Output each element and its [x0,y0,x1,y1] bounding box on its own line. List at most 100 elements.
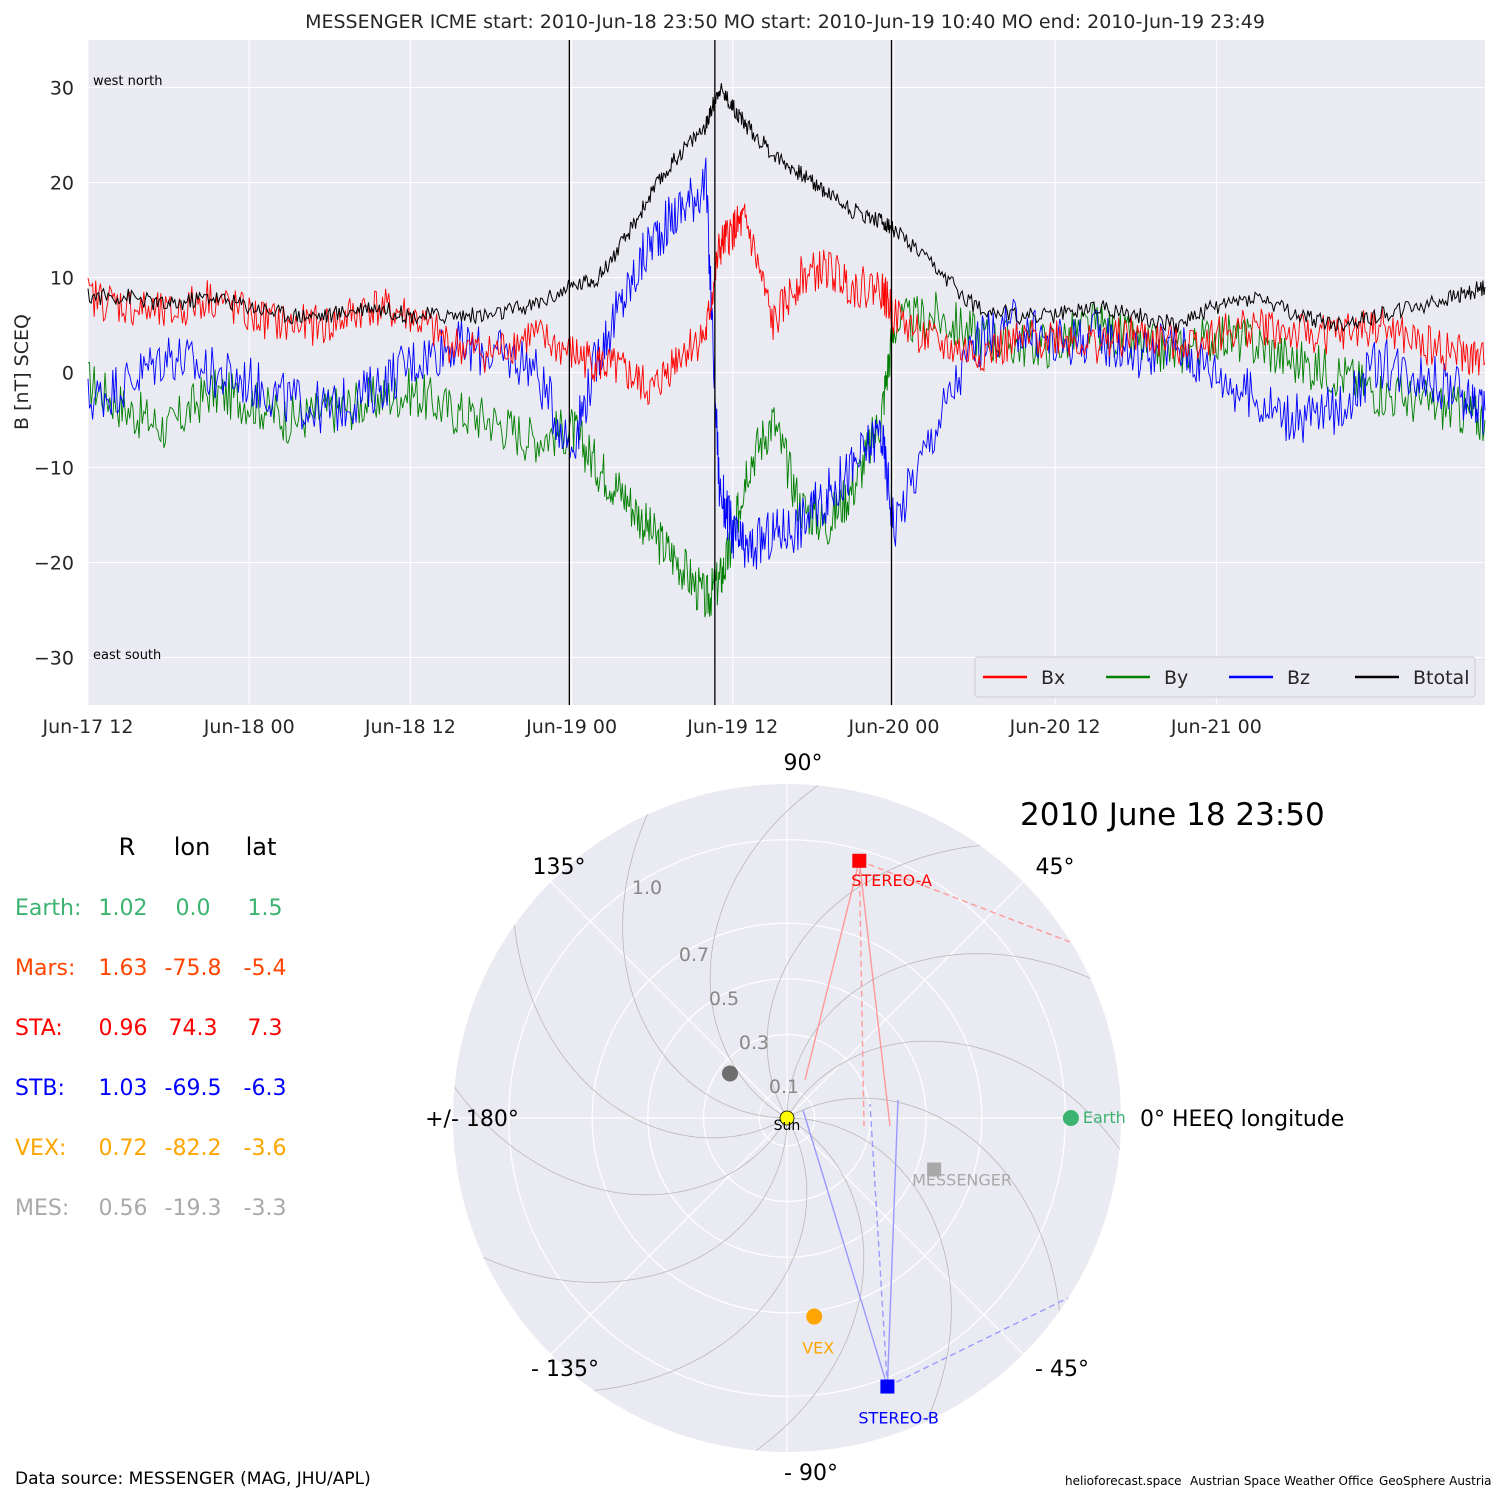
legend-frame [974,656,1476,698]
stereo-a-label: STEREO-A [851,871,932,890]
parker-spiral-line [464,1117,788,1283]
table-row: MES: 0.56 -19.3 -3.3 [15,1196,286,1221]
row-lat-value: -5.4 [244,956,287,981]
messenger-marker [927,1162,942,1177]
y-tick-label: 20 [50,173,74,195]
row-lat-value: 1.5 [248,896,283,921]
series-line-bz [87,157,1486,570]
grid [87,40,1485,705]
table-header-lon: lon [174,833,211,861]
table-row: STB: 1.03 -69.5 -6.3 [15,1076,286,1101]
spacecraft-lines [802,860,1071,1388]
y-tick-label: 0 [62,363,74,385]
parker-spiral-line [786,1097,1062,1333]
credit-ausswo: Austrian Space Weather Office [1190,1474,1374,1488]
row-lon-value: -69.5 [165,1076,222,1101]
series-line-by [87,291,1486,618]
row-r-value: 1.63 [99,956,148,981]
angle-label: - 45° [1035,1357,1089,1382]
spacecraft-sightline [887,1297,1069,1388]
row-r-value: 1.03 [99,1076,148,1101]
table-header-r: R [119,833,136,861]
angular-gridline [786,881,1024,1119]
row-lon-value: 74.3 [169,1016,218,1041]
row-label: STA: [15,1016,63,1041]
radial-label: 0.5 [709,988,739,1010]
row-label: VEX: [15,1136,66,1161]
stereo-b-label: STEREO-B [858,1409,938,1428]
parker-spiral-line [622,795,788,1119]
messenger-label: MESSENGER [912,1171,1012,1190]
chart-title: MESSENGER ICME start: 2010-Jun-18 23:50 … [305,11,1265,33]
row-label: Mars: [15,956,75,981]
spacecraft-sightline [804,860,860,1081]
table-row: Earth: 1.02 0.0 1.5 [15,896,283,921]
spacecraft-sightline [886,1099,899,1387]
row-lon-value: -82.2 [165,1136,222,1161]
y-tick-label: −10 [34,458,74,480]
x-axis-ticks: Jun-17 12 Jun-18 00 Jun-18 12 Jun-19 00 Jun-… [42,716,1262,738]
parker-spiral-line [738,1117,865,1452]
y-tick-label: 30 [50,78,74,100]
spacecraft-sightline [858,860,865,1127]
row-lon-value: -75.8 [165,956,222,981]
angular-gridline [550,1117,788,1355]
row-label: MES: [15,1196,69,1221]
row-lat-value: -6.3 [244,1076,287,1101]
radial-label: 0.1 [769,1076,799,1098]
angular-gridline [786,1117,1024,1355]
parker-spiral-line [709,784,836,1119]
vex-label: VEX [802,1339,834,1358]
parker-spirals [453,784,1121,1452]
row-r-value: 0.72 [99,1136,148,1161]
earth-label: Earth [1083,1108,1126,1127]
row-lon-value: 0.0 [176,896,211,921]
parker-spiral-line [786,953,1110,1119]
angle-label: - 135° [531,1357,599,1382]
credit-helioforecast: helioforecast.space [1065,1474,1182,1488]
corner-label-bottom: east south [93,648,161,663]
spacecraft-sightline [858,860,891,1127]
radial-label: 1.0 [632,877,662,899]
table-row: VEX: 0.72 -82.2 -3.6 [15,1136,286,1161]
table-row: STA: 0.96 74.3 7.3 [15,1016,283,1041]
parker-spiral-line [786,1117,952,1441]
series-line-bx [87,203,1486,406]
sun-label: Sun [774,1118,801,1134]
row-lon-value: -19.3 [165,1196,222,1221]
stereo-b-marker [880,1379,895,1394]
x-tick-label: Jun-18 12 [364,716,456,738]
radial-label: 0.7 [679,944,709,966]
angle-labels: 90° 45° 0° HEEQ longitude - 45° - 90° - 135° +… [425,751,1344,1486]
planet-markers: Sun Earth MESSENGER STEREO-A STEREO-B VEX [721,853,1126,1428]
legend: Bx By Bz Btotal [974,656,1476,698]
angle-label: 135° [533,855,586,880]
legend-label-bz: Bz [1287,667,1310,689]
angle-label: +/- 180° [425,1107,519,1132]
radial-label: 0.3 [739,1032,769,1054]
spacecraft-sightline [859,860,1071,943]
x-tick-label: Jun-20 12 [1009,716,1101,738]
spacecraft-sightline [802,1109,889,1387]
x-tick-label: Jun-18 00 [203,716,295,738]
row-r-value: 1.02 [99,896,148,921]
angle-label: - 90° [784,1461,838,1486]
corner-label-top: west north [93,74,163,89]
row-r-value: 0.96 [99,1016,148,1041]
unlabeled-body-marker [721,1065,738,1082]
row-label: STB: [15,1076,65,1101]
earth-marker [1062,1110,1079,1126]
credit-geosphere: GeoSphere Austria [1379,1474,1492,1488]
angle-label: 90° [784,751,823,776]
legend-label-bx: Bx [1041,667,1065,689]
y-axis-label: B [nT] SCEQ [11,314,33,430]
series-line-btotal [87,83,1486,333]
table-header-lat: lat [246,833,277,861]
sun-marker [779,1110,795,1126]
series-group [87,83,1486,618]
vex-marker [806,1308,823,1325]
x-tick-label: Jun-17 12 [42,716,134,738]
angular-gridline [550,881,788,1119]
stereo-a-marker [852,853,867,868]
